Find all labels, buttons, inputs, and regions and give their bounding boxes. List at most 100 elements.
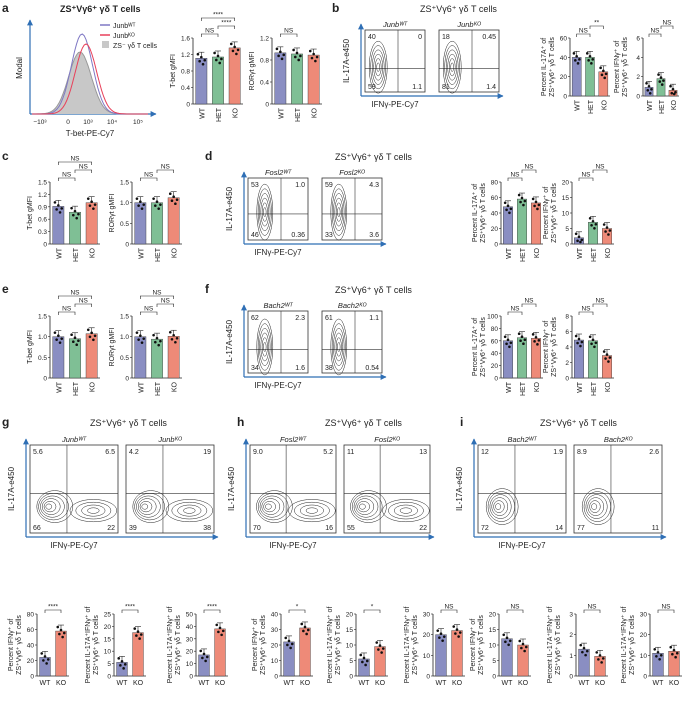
- flow-q-ul: 62: [251, 315, 259, 322]
- flow-contour: [333, 193, 345, 232]
- bar-het: [588, 222, 598, 245]
- data-point: [198, 59, 201, 63]
- data-point: [73, 336, 77, 340]
- sig-label: NS: [595, 298, 605, 305]
- flow-contour: [335, 202, 342, 222]
- sig-label: **: [594, 20, 600, 27]
- x-tick-label: HET: [520, 381, 527, 396]
- sig-label: NS: [205, 28, 215, 35]
- data-point: [604, 72, 608, 76]
- bar-ko: [374, 646, 386, 677]
- header-h: ZS⁺Vγ6⁺ γδ T cells: [325, 418, 402, 428]
- bar-ko: [214, 628, 226, 677]
- y-tick-label: 0: [643, 674, 647, 681]
- data-point: [175, 336, 179, 340]
- bar-chart-i1: 0 5 10 15 20 Percent IFNγ⁺ of ZS⁺Vγ6⁺ γδ T cel…: [470, 604, 531, 687]
- y-tick-label: 20: [560, 74, 568, 81]
- hist-legend-label: Junbᵂᵀ: [113, 23, 136, 30]
- data-point: [669, 84, 672, 88]
- flow-q-ll: 38: [325, 365, 333, 372]
- data-point: [55, 338, 58, 341]
- bar-ko: [531, 338, 541, 379]
- sig-label: NS: [70, 290, 80, 297]
- data-point: [505, 342, 508, 346]
- data-point: [70, 206, 73, 210]
- y-tick-label: 10: [489, 643, 497, 650]
- y-tick-label: 2: [569, 632, 573, 639]
- y-tick-label: 1.2: [260, 36, 269, 43]
- data-point: [139, 334, 142, 337]
- y-tick-label: 10: [104, 649, 112, 656]
- hist-tick: 10³: [83, 119, 93, 126]
- bar-ko: [55, 630, 67, 677]
- flow-q-ur: 2.6: [649, 449, 659, 456]
- data-point: [537, 203, 541, 207]
- flow-contour: [69, 499, 118, 523]
- flow-contour: [368, 40, 388, 94]
- y-tick-label: 1.5: [38, 314, 47, 321]
- data-point: [509, 341, 513, 345]
- x-tick-label: WT: [506, 381, 513, 393]
- data-point: [588, 55, 592, 58]
- data-point: [597, 658, 600, 661]
- bar-wt: [652, 653, 664, 677]
- hist-tick: 10⁵: [133, 119, 143, 126]
- y-tick-label: 20: [271, 643, 279, 650]
- y-tick-label: 4: [636, 55, 640, 62]
- hist-xlabel: T-bet-PE-Cy7: [66, 129, 115, 138]
- data-point: [122, 667, 125, 670]
- bar-wt: [283, 641, 295, 677]
- x-tick-label: KO: [215, 680, 226, 687]
- flow-contour: [491, 497, 509, 516]
- y-axis-label: Percent IFNγ⁺ of: [543, 187, 550, 239]
- sig-label: NS: [62, 306, 72, 313]
- y-tick-label: 20: [346, 612, 354, 619]
- bar-het: [291, 53, 303, 105]
- y-axis-label: RORγt gMFI: [109, 194, 116, 233]
- panel-letter-i: i: [460, 415, 463, 429]
- data-point: [155, 336, 159, 340]
- data-point: [595, 651, 599, 654]
- y-tick-label: 40: [491, 211, 499, 218]
- data-point: [658, 80, 662, 83]
- data-point: [575, 55, 578, 58]
- y-tick-label: 0: [565, 242, 569, 249]
- data-point: [57, 204, 60, 207]
- x-tick-label: KO: [671, 99, 678, 110]
- flow-contour: [45, 503, 53, 510]
- data-point: [669, 645, 673, 649]
- flow-contour: [376, 62, 380, 72]
- flow-contour: [257, 188, 272, 236]
- data-point: [581, 650, 584, 654]
- data-point: [294, 55, 297, 59]
- data-point: [56, 625, 60, 629]
- flow-ylabel: IL-17A-e450: [455, 466, 464, 511]
- y-tick-label: 80: [27, 612, 35, 619]
- y-axis-label: Percent IL-17A⁺IFNγ⁺ of: [547, 607, 554, 684]
- y-tick-label: 20: [423, 632, 431, 639]
- data-point: [572, 52, 576, 55]
- data-point: [604, 357, 607, 360]
- flow-title-i: Bach2ᵂᵀ: [507, 435, 537, 444]
- header-g: ZS⁺Vγ6⁺ γδ T cells: [90, 418, 167, 428]
- data-point: [215, 623, 219, 627]
- data-point: [531, 197, 535, 201]
- data-point: [315, 55, 319, 59]
- sig-bracket: [156, 303, 174, 307]
- data-point: [140, 207, 144, 210]
- y-tick-label: 60: [27, 627, 35, 634]
- data-point: [280, 57, 284, 61]
- sig-label: ****: [207, 604, 218, 611]
- y-axis-label: ZS⁺Vγ6⁺ γδ T cells: [93, 615, 100, 675]
- x-tick-label: HET: [295, 107, 302, 122]
- flow-contour: [587, 497, 605, 516]
- data-point: [657, 73, 660, 76]
- sig-bracket: [58, 177, 76, 181]
- data-point: [452, 625, 456, 628]
- data-point: [135, 331, 139, 334]
- flow-contour: [256, 318, 274, 376]
- x-tick-label: WT: [436, 680, 448, 687]
- x-tick-label: HET: [155, 381, 162, 396]
- data-point: [152, 197, 155, 200]
